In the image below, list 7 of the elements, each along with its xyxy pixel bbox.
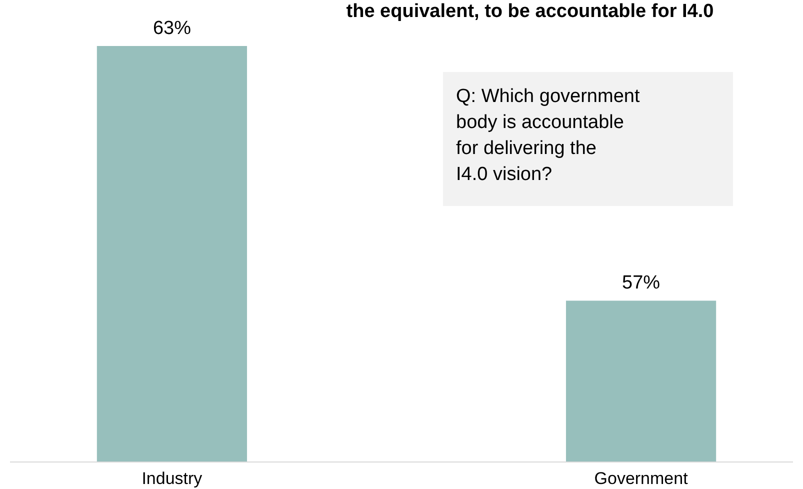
chart-title: the equivalent, to be accountable for I4.0 [346, 1, 714, 22]
x-tick-label: Government [594, 469, 688, 488]
x-tick-label: Industry [142, 469, 203, 488]
annotation: Q: Which government body is accountable for delivering the I4.0 vision? [456, 86, 640, 185]
data-label: 63% [152, 18, 192, 39]
data-label: 57% [622, 272, 660, 294]
note-box: Q: Which government body is accountable for delivering the I4.0 vision? [443, 72, 733, 206]
